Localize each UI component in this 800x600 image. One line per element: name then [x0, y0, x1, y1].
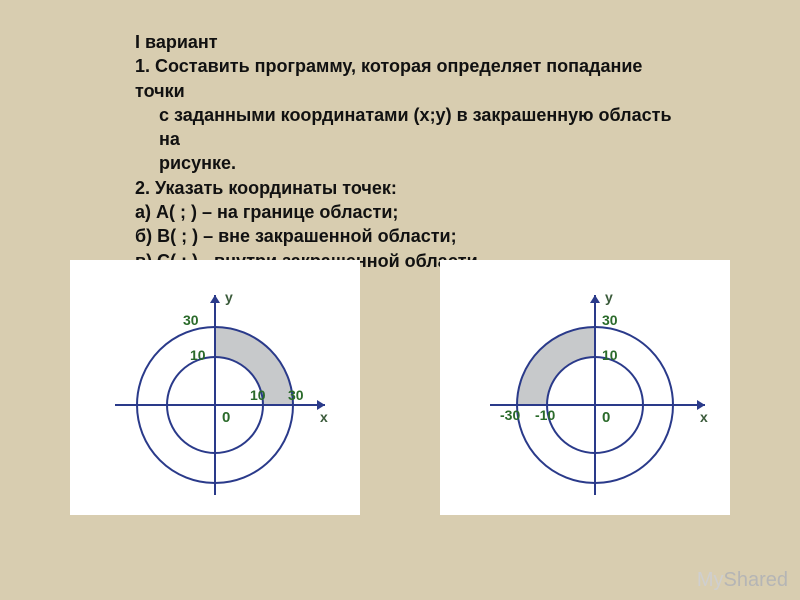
y-label-2: y — [605, 289, 613, 305]
num-1: 1. — [135, 56, 150, 76]
figure-2-svg: 0 x y -30 -10 10 30 — [440, 260, 730, 515]
figures-row: 0 x y 10 30 10 30 0 x y -30 -10 10 — [70, 260, 730, 515]
watermark: MyShared — [697, 569, 788, 592]
line-2: 2. Указать координаты точек: — [135, 176, 695, 200]
y-arrow-1 — [210, 295, 220, 303]
figure-1: 0 x y 10 30 10 30 — [70, 260, 360, 515]
line-1: 1. Составить программу, которая определя… — [135, 54, 695, 103]
problem-text: I вариант 1. Составить программу, котора… — [135, 30, 695, 273]
y-arrow-2 — [590, 295, 600, 303]
x-label-1: x — [320, 409, 328, 425]
watermark-my: My — [697, 569, 724, 591]
ytick-10-2: 10 — [602, 347, 618, 363]
xtick-m30-2: -30 — [500, 407, 520, 423]
line-b: б) B( ; ) – вне закрашенной области; — [135, 224, 695, 248]
ytick-30-1: 30 — [183, 312, 199, 328]
origin-2: 0 — [602, 409, 610, 426]
ytick-10-1: 10 — [190, 347, 206, 363]
figure-2: 0 x y -30 -10 10 30 — [440, 260, 730, 515]
line-1c: с заданными координатами (x;y) в закраше… — [135, 103, 695, 152]
figure-1-svg: 0 x y 10 30 10 30 — [70, 260, 360, 515]
title-line: I вариант — [135, 30, 695, 54]
shaded-region-2 — [517, 327, 595, 405]
xtick-m10-2: -10 — [535, 407, 555, 423]
origin-1: 0 — [222, 409, 230, 426]
line-a: а) A( ; ) – на границе области; — [135, 200, 695, 224]
x-label-2: x — [700, 409, 708, 425]
watermark-shared: Shared — [724, 569, 789, 591]
ytick-30-2: 30 — [602, 312, 618, 328]
line-1b: Составить программу, которая определяет … — [135, 56, 642, 100]
xtick-10-1: 10 — [250, 387, 266, 403]
y-label-1: y — [225, 289, 233, 305]
xtick-30-1: 30 — [288, 387, 304, 403]
line-1d: рисунке. — [135, 151, 695, 175]
